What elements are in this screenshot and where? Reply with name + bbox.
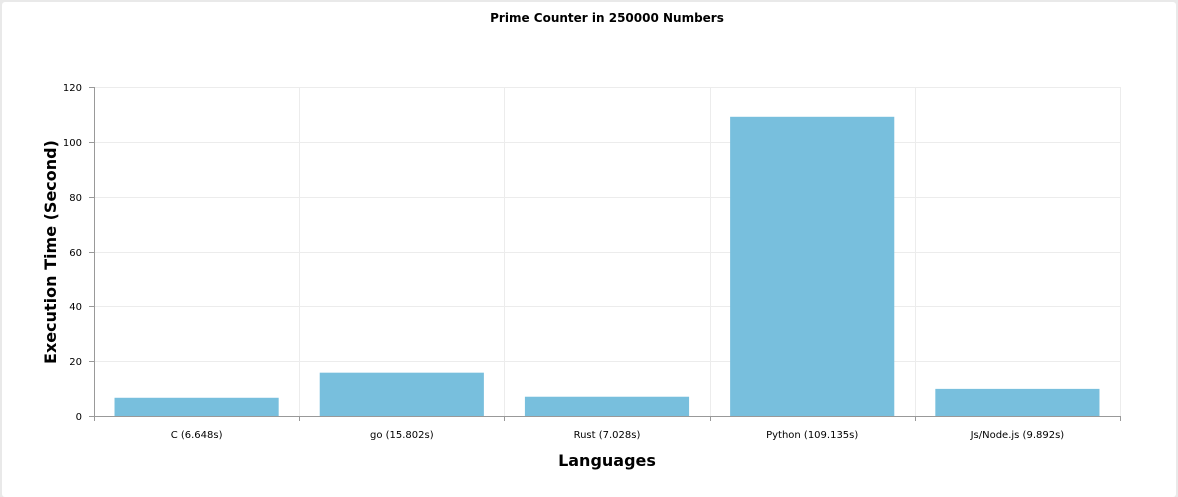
bar <box>524 396 690 416</box>
x-tick-label: Rust (7.028s) <box>574 430 641 441</box>
y-tick-label: 20 <box>69 357 82 368</box>
bar <box>935 388 1100 416</box>
bar <box>319 372 484 416</box>
grid-lines <box>94 87 1121 416</box>
y-tick-label: 0 <box>76 412 82 423</box>
y-tick-label: 100 <box>63 138 82 149</box>
bars <box>114 116 1100 416</box>
y-tick-label: 40 <box>69 302 82 313</box>
y-tick-label: 120 <box>63 83 82 94</box>
bar <box>114 397 279 416</box>
x-tick-label: Python (109.135s) <box>766 430 858 441</box>
axes <box>89 87 1121 421</box>
y-tick-label: 80 <box>69 193 82 204</box>
x-tick-label: C (6.648s) <box>171 430 223 441</box>
y-tick-labels: 0 20 40 60 80 100 120 <box>63 83 82 423</box>
x-tick-label: Js/Node.js (9.892s) <box>970 430 1065 441</box>
chart-title: Prime Counter in 250000 Numbers <box>490 11 724 25</box>
y-tick-label: 60 <box>69 248 82 259</box>
x-tick-labels: C (6.648s) go (15.802s) Rust (7.028s) Pytho… <box>171 430 1065 441</box>
x-tick-label: go (15.802s) <box>370 430 434 441</box>
bar <box>730 116 895 416</box>
x-axis-title: Languages <box>558 451 656 470</box>
y-axis-title: Execution Time (Second) <box>41 140 60 364</box>
